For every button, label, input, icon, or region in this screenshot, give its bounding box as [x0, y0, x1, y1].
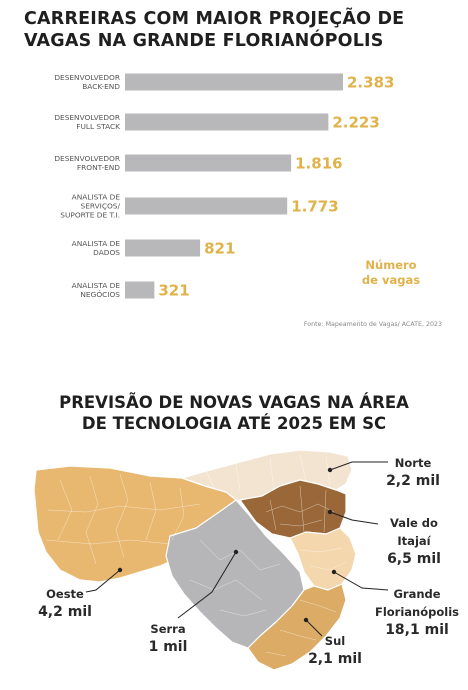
bar-2: [125, 154, 292, 172]
bar-category-label-3-0: ANALISTA DE: [72, 193, 121, 202]
label-sul: Sul 2,1 mil: [305, 632, 365, 668]
bar-4: [125, 239, 201, 257]
label-serra-name: Serra: [150, 622, 186, 636]
label-vale: Vale do Itajaí 6,5 mil: [378, 514, 450, 568]
label-grande-name-1: Grande: [393, 587, 441, 601]
bar-value-label-1: 2.223: [332, 114, 379, 132]
label-norte-value: 2,2 mil: [386, 473, 440, 489]
callout-dots: [117, 467, 337, 623]
bar-chart-title-line1: CARREIRAS COM MAIOR PROJEÇÃO DE: [24, 9, 405, 29]
bar-3: [125, 197, 288, 215]
label-sul-value: 2,1 mil: [308, 651, 362, 667]
map-chart-title-line1: PREVISÃO DE NOVAS VAGAS NA ÁREA: [59, 393, 409, 412]
bar-chart-title-line2: VAGAS NA GRANDE FLORIANÓPOLIS: [24, 31, 384, 51]
legend-line2: de vagas: [361, 273, 421, 287]
bar-5: [125, 281, 155, 299]
municipal-boundaries: [45, 453, 347, 657]
label-vale-name-2: Itajaí: [397, 534, 431, 548]
label-grande-value: 18,1 mil: [385, 622, 449, 638]
bar-value-label-0: 2.383: [347, 74, 394, 92]
bar-value-label-4: 821: [204, 240, 235, 258]
bar-category-label-4-1: DADOS: [93, 248, 120, 257]
callout-sul: [305, 619, 323, 637]
legend-line1: Número: [365, 258, 417, 272]
bar-category-label-5-1: NEGÓCIOS: [80, 290, 120, 299]
label-serra: Serra 1 mil: [140, 620, 196, 656]
bar-value-label-5: 321: [158, 282, 189, 300]
callout-lines: [85, 461, 389, 637]
label-oeste: Oeste 4,2 mil: [34, 585, 96, 621]
bar-category-label-0-0: DESENVOLVEDOR: [54, 73, 120, 82]
bar-category-label-1-0: DESENVOLVEDOR: [54, 113, 120, 122]
label-sul-name: Sul: [324, 634, 346, 648]
label-vale-value: 6,5 mil: [387, 551, 441, 567]
callout-oeste: [85, 569, 121, 593]
bar-value-label-2: 1.816: [295, 155, 342, 173]
sc-map: [33, 449, 389, 671]
source-note: Fonte: Mapeamento de Vagas/ ACATE, 2023: [303, 321, 442, 328]
label-norte: Norte 2,2 mil: [383, 454, 443, 490]
map-chart-title: PREVISÃO DE NOVAS VAGAS NA ÁREA DE TECNO…: [0, 392, 468, 434]
bar-category-label-5-0: ANALISTA DE: [72, 281, 121, 290]
label-oeste-value: 4,2 mil: [38, 604, 92, 620]
label-grande-name-2: Florianópolis: [374, 605, 460, 619]
callout-grande: [333, 571, 389, 591]
bar-category-label-2-1: FRONT-END: [77, 163, 120, 172]
region-grande-fpolis: [289, 527, 357, 591]
bar-value-label-3: 1.773: [291, 198, 338, 216]
bar-1: [125, 113, 329, 131]
bar-category-label-2-0: DESENVOLVEDOR: [54, 154, 120, 163]
bar-category-label-3-1: SERVIÇOS/: [81, 202, 121, 211]
bar-chart: 2.383DESENVOLVEDORBACK-END2.223DESENVOLV…: [54, 73, 394, 300]
region-vale: [239, 479, 347, 539]
callout-vale: [329, 511, 379, 525]
label-serra-value: 1 mil: [148, 639, 188, 655]
label-grande-fpolis: Grande Florianópolis 18,1 mil: [374, 585, 460, 639]
region-sul: [247, 583, 347, 671]
bar-chart-legend: Número de vagas: [350, 258, 432, 288]
callout-norte: [329, 461, 388, 471]
bar-0: [125, 73, 343, 91]
bar-category-label-1-1: FULL STACK: [76, 122, 120, 131]
label-oeste-name: Oeste: [46, 587, 84, 601]
bar-category-label-0-1: BACK-END: [82, 82, 120, 91]
callout-serra: [177, 551, 237, 619]
bar-category-label-3-2: SUPORTE DE T.I.: [60, 211, 120, 220]
map-chart-title-line2: DE TECNOLOGIA ATÉ 2025 EM SC: [81, 414, 387, 433]
label-vale-name-1: Vale do: [390, 516, 438, 530]
label-norte-name: Norte: [394, 456, 432, 470]
bar-chart-title: CARREIRAS COM MAIOR PROJEÇÃO DE VAGAS NA…: [24, 8, 444, 52]
bar-category-label-4-0: ANALISTA DE: [72, 239, 121, 248]
